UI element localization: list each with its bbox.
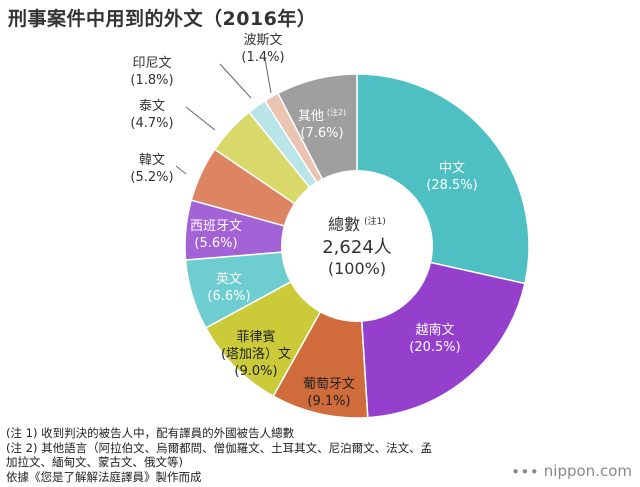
logo-mark: ∙∙∙ [510, 462, 539, 480]
slice-name: 英文 [216, 272, 242, 287]
nippon-logo[interactable]: ∙∙∙ nippon.com [511, 462, 632, 480]
leader-lines [175, 58, 272, 175]
center-label-text: 總數 [328, 215, 360, 234]
center-label: 總數 (注1) [328, 215, 386, 234]
slice-label: 西班牙文 (5.6%) [190, 219, 242, 251]
footnotes: (注 1) 收到判決的被告人中，配有譯員的外國被告人總數 (注 2) 其他語言（… [6, 426, 432, 484]
leader-line [219, 63, 252, 99]
slice-value: (5.2%) [130, 170, 173, 185]
slice-name: 韓文 [139, 153, 165, 168]
slice-name: 越南文 [415, 322, 454, 338]
slice-label: 越南文 (20.5%) [409, 322, 460, 355]
slice-label: 泰文 (4.7%) [130, 99, 173, 131]
footnote-1: (注 1) 收到判決的被告人中，配有譯員的外國被告人總數 [6, 426, 295, 440]
slice-name: 波斯文 [243, 33, 282, 48]
slice-name: 其他 [298, 109, 324, 124]
slice-value: (1.4%) [241, 50, 284, 65]
slice-value: (7.6%) [300, 126, 343, 141]
slice-value: (4.7%) [130, 116, 173, 131]
footnote-2: (注 2) 其他語言（阿拉伯文、烏爾都問、僧伽羅文、土耳其文、尼泊爾文、法文、孟 [6, 440, 433, 455]
slice-labels: 中文 (28.5%) 越南文 (20.5%) 葡萄牙文 (9.1%) 菲律賓 (塔加洛）文 (9… [130, 33, 477, 409]
slice-label: 印尼文 (1.8%) [130, 56, 173, 88]
slice-label: 中文 (28.5%) [426, 161, 477, 193]
leader-line [175, 165, 187, 175]
slice-name: 泰文 [139, 99, 165, 114]
slice-name: 中文 [439, 161, 465, 176]
slice-label: 菲律賓 (塔加洛）文 (9.0%) [221, 329, 291, 379]
center-percent: (100%) [328, 259, 386, 278]
slice-name: 葡萄牙文 [303, 377, 355, 392]
slice-label: 英文 (6.6%) [207, 272, 250, 304]
slice-label: 其他 (注2) (7.6%) [298, 107, 346, 141]
center-label-note: (注1) [364, 215, 386, 227]
slice-value: (6.6%) [207, 289, 250, 304]
logo-text: nippon.com [543, 462, 632, 480]
slice-label: 韓文 (5.2%) [130, 153, 173, 185]
slice-value: (28.5%) [426, 178, 477, 193]
slice-name: 西班牙文 [190, 219, 242, 234]
slice-value: (5.6%) [194, 236, 237, 251]
slice-label: 波斯文 (1.4%) [241, 33, 284, 65]
leader-line [264, 58, 272, 94]
chart-title: 刑事案件中用到的外文（2016年） [8, 8, 317, 30]
slice-label: 葡萄牙文 (9.1%) [303, 377, 355, 409]
footnote-2-cont: 加拉文、緬甸文、蒙古文、俄文等) [6, 455, 183, 470]
slice-note: (注2) [327, 107, 346, 117]
slice-value: (1.8%) [130, 73, 173, 88]
slice-value: (9.0%) [234, 364, 277, 379]
source-note: 依據《您是了解解法庭譯員》製作而成 [6, 469, 202, 484]
center-hole [281, 170, 433, 322]
leader-line [185, 106, 216, 131]
slice-value: (20.5%) [409, 340, 460, 355]
center-total-value: 2,624人 [322, 237, 392, 258]
pie-chart: 中文 (28.5%) 越南文 (20.5%) 葡萄牙文 (9.1%) 菲律賓 (塔加洛）文 (9… [130, 33, 530, 419]
slice-name: 印尼文 [132, 56, 171, 71]
center-total: 總數 (注1) 2,624人 (100%) [322, 215, 392, 278]
slice-value: (9.1%) [307, 394, 350, 409]
slice-name: 菲律賓 [236, 329, 275, 345]
slice-name: (塔加洛）文 [221, 347, 291, 362]
